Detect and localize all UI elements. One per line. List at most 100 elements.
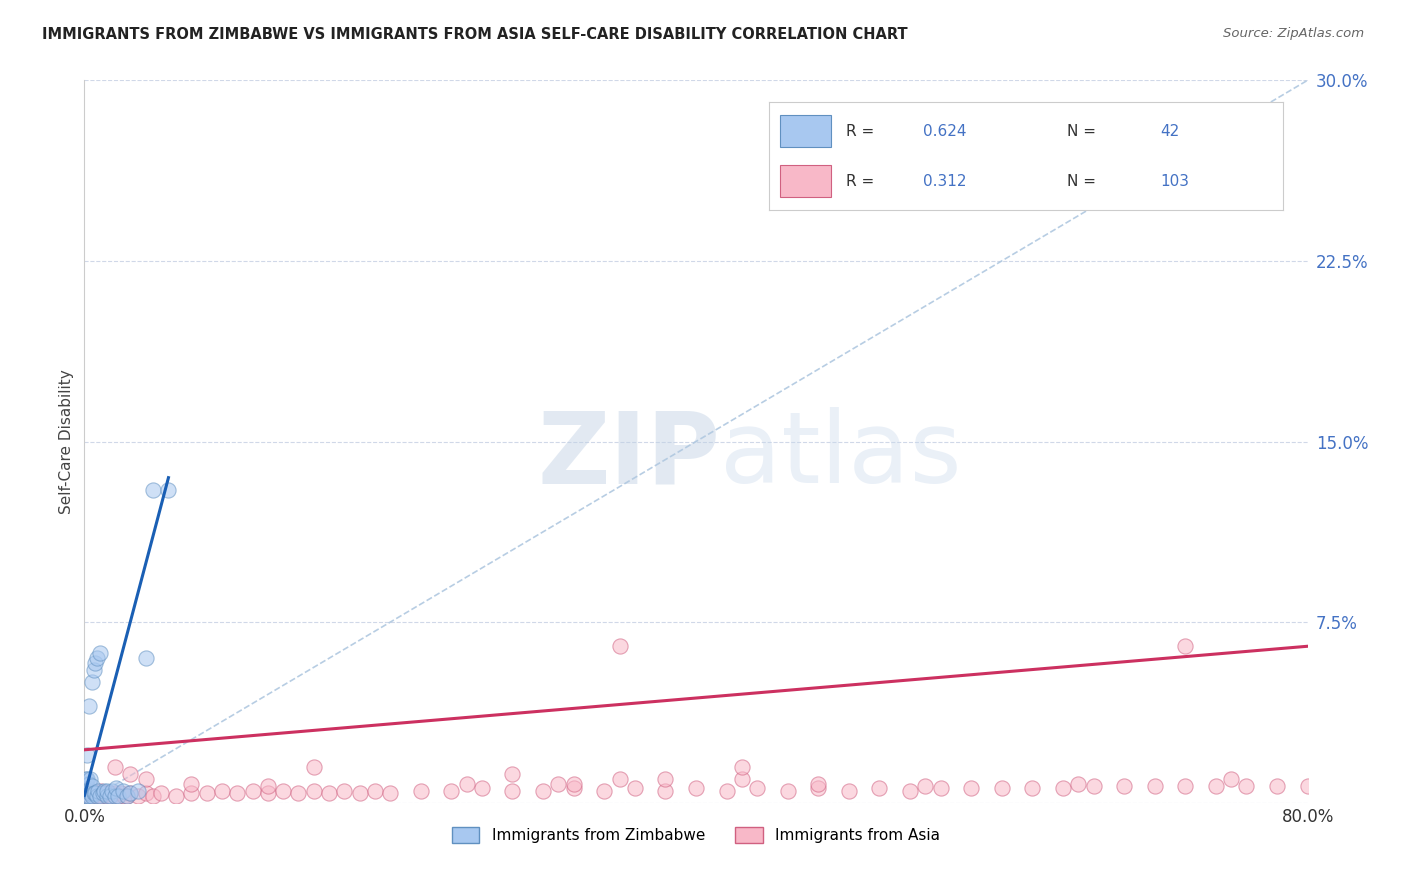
Text: IMMIGRANTS FROM ZIMBABWE VS IMMIGRANTS FROM ASIA SELF-CARE DISABILITY CORRELATIO: IMMIGRANTS FROM ZIMBABWE VS IMMIGRANTS F… [42,27,908,42]
Point [76,786,98,800]
Text: ZIP: ZIP [537,408,720,505]
Point [654,784,676,798]
Point [86,789,108,803]
Point [242,784,264,798]
Point [180,776,202,790]
Point [1052,781,1074,796]
Point [609,772,631,786]
Point [96,786,118,800]
Text: atlas: atlas [720,408,962,505]
Point [562,781,585,796]
Point [1174,639,1197,653]
Point [86,651,108,665]
Point [80,789,103,803]
Point [127,789,149,803]
Point [77,784,100,798]
Point [120,786,142,800]
Point [111,784,134,798]
Point [115,789,138,803]
Point [624,781,647,796]
Point [79,789,101,803]
Point [1265,779,1288,793]
Point [502,784,524,798]
Point [1067,776,1090,790]
Point [226,786,249,800]
Point [84,786,107,800]
Point [83,786,105,800]
Point [776,784,799,798]
Point [91,786,114,800]
Point [76,789,98,803]
Point [127,784,149,798]
Point [98,789,121,803]
Text: Source: ZipAtlas.com: Source: ZipAtlas.com [1223,27,1364,40]
Point [271,784,294,798]
Point [96,789,118,803]
Point [302,760,325,774]
Point [79,786,101,800]
Point [1114,779,1136,793]
Point [110,786,132,800]
Point [80,789,103,803]
Point [87,784,110,798]
Point [104,760,127,774]
Point [104,786,127,800]
Point [89,647,111,661]
Point [135,772,157,786]
Point [120,786,142,800]
Point [107,789,129,803]
Point [76,781,98,796]
Point [75,784,97,798]
Point [75,776,97,790]
Point [502,767,524,781]
Point [380,786,402,800]
Point [731,760,754,774]
Point [960,141,983,155]
Point [93,786,115,800]
Point [257,779,280,793]
Point [96,784,118,798]
Point [77,789,100,803]
Point [90,784,112,798]
Point [86,789,108,803]
Point [83,664,105,678]
Point [471,781,494,796]
Point [86,786,108,800]
Point [80,675,103,690]
Point [654,772,676,786]
Point [716,784,738,798]
Point [180,786,202,800]
Point [75,789,97,803]
Point [80,779,103,793]
Point [84,786,107,800]
Point [898,784,921,798]
Point [929,781,952,796]
Point [75,784,97,798]
Point [79,786,101,800]
Point [195,786,218,800]
Point [94,789,117,803]
Point [1205,779,1227,793]
Point [120,767,142,781]
Point [75,772,97,786]
Point [83,789,105,803]
Legend: Immigrants from Zimbabwe, Immigrants from Asia: Immigrants from Zimbabwe, Immigrants fro… [446,822,946,849]
Point [91,789,114,803]
Point [76,781,98,796]
Point [76,772,98,786]
Point [914,779,936,793]
Point [440,784,463,798]
Point [1143,779,1166,793]
Point [84,656,107,670]
Point [157,483,180,497]
Point [142,483,165,497]
Point [101,789,124,803]
Point [115,789,138,803]
Point [1021,781,1043,796]
Point [807,781,830,796]
Point [807,776,830,790]
Point [97,789,120,803]
Point [84,789,107,803]
Point [101,784,124,798]
Point [135,786,157,800]
